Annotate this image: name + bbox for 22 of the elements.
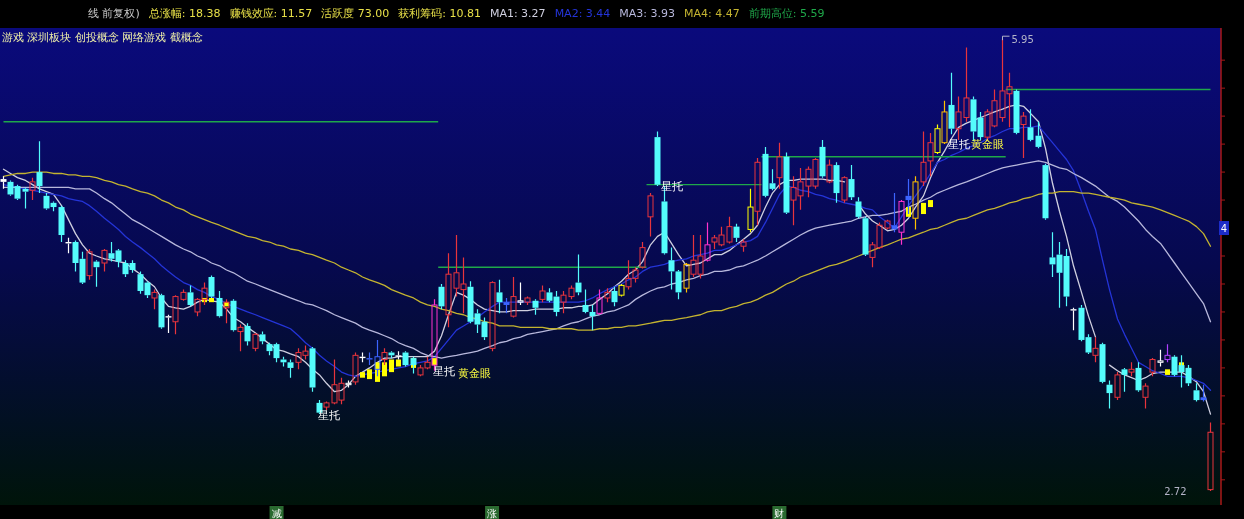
text: 总涨幅: 18.38 bbox=[147, 7, 221, 20]
annotation: 黄金眼 bbox=[458, 367, 491, 380]
x-tick-label: 减 bbox=[271, 508, 282, 519]
annotation: 星托 bbox=[318, 409, 340, 422]
text: MA3: 3.93 bbox=[619, 7, 676, 20]
text: 获利筹码: 10.81 bbox=[398, 7, 481, 20]
annotation: 星托 bbox=[947, 138, 970, 152]
annotation: 5.95 bbox=[1011, 34, 1034, 46]
text: MA4: 4.47 bbox=[684, 7, 740, 20]
annotation: 2.72 bbox=[1164, 486, 1187, 498]
text: 赚钱效应: 11.57 bbox=[229, 7, 313, 20]
text: MA2: 3.44 bbox=[554, 7, 611, 20]
chart-title: 线 前复权) bbox=[88, 7, 140, 20]
text: MA1: 3.27 bbox=[489, 7, 546, 20]
annotation: 黄金眼 bbox=[970, 138, 1004, 152]
annotation: 4 bbox=[1220, 223, 1228, 235]
text: 活跃度 73.00 bbox=[321, 7, 390, 20]
chart-subtitle: 游戏 深圳板块 创投概念 网络游戏 截概念 bbox=[2, 31, 203, 44]
x-tick-label: 涨 bbox=[487, 508, 498, 519]
x-tick-label: 财 bbox=[774, 508, 785, 519]
annotation: 星托 bbox=[433, 365, 455, 378]
text: 前期高位: 5.59 bbox=[748, 7, 825, 20]
